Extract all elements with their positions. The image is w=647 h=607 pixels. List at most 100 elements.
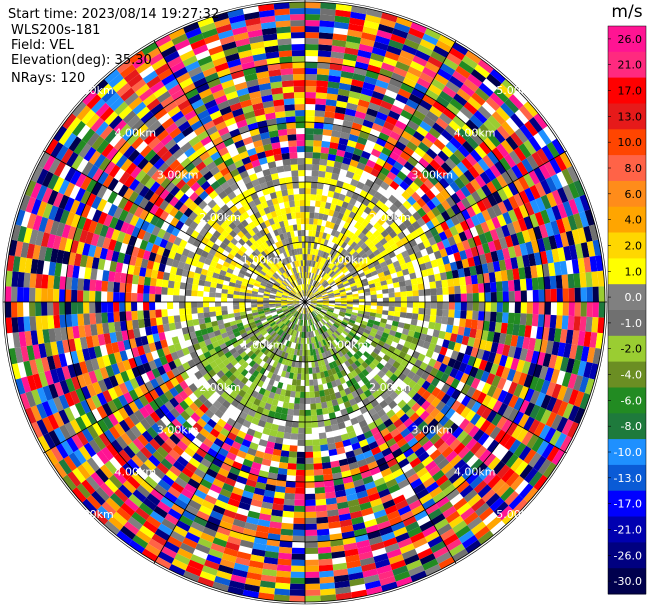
velocity-gate [292,535,305,542]
velocity-gate [580,346,590,362]
velocity-gate [5,302,12,318]
velocity-gate [372,204,381,214]
velocity-gate [390,428,401,438]
velocity-gate [263,293,270,297]
velocity-gate [382,354,391,362]
velocity-gate [401,345,410,354]
velocity-gate [282,293,289,297]
velocity-gate [290,390,296,398]
velocity-gate [23,287,30,302]
velocity-gate [317,276,322,282]
velocity-gate [233,287,241,292]
velocity-gate [44,247,53,262]
velocity-gate [326,343,332,351]
velocity-gate [484,168,497,182]
velocity-gate [320,371,326,379]
velocity-gate [309,218,314,225]
velocity-gate [431,513,446,526]
velocity-gate [343,542,358,551]
velocity-gate [359,501,372,511]
velocity-gate [274,222,281,230]
velocity-gate [392,336,401,344]
velocity-gate [68,452,82,468]
velocity-gate [299,331,302,338]
velocity-gate [326,268,332,274]
velocity-gate [286,365,292,373]
velocity-gate [262,257,269,264]
velocity-gate [442,302,449,310]
velocity-gate [364,518,378,528]
velocity-gate [341,299,347,302]
velocity-gate [395,61,410,72]
velocity-gate [64,197,75,212]
velocity-gate [272,273,279,280]
velocity-gate [318,341,323,348]
velocity-gate [236,551,252,561]
velocity-gate [320,310,327,314]
velocity-gate [239,291,246,296]
velocity-gate [212,230,222,239]
velocity-gate [36,387,48,404]
velocity-gate [505,453,519,469]
velocity-gate [113,385,124,398]
velocity-gate [294,499,305,506]
velocity-gate [350,11,367,21]
velocity-gate [29,287,36,302]
velocity-gate [452,426,464,439]
velocity-gate [331,360,338,368]
velocity-gate [270,223,277,231]
velocity-gate [305,427,312,434]
velocity-gate [305,290,307,296]
velocity-gate [400,333,408,341]
velocity-gate [364,238,372,246]
velocity-gate [185,60,201,73]
velocity-gate [333,191,341,200]
velocity-gate [197,483,210,495]
velocity-gate [335,218,342,226]
velocity-gate [356,55,371,65]
velocity-gate [470,149,483,163]
velocity-gate [406,398,417,409]
velocity-gate [152,450,165,463]
velocity-gate [41,288,48,302]
velocity-gate [179,380,189,391]
velocity-gate [277,350,283,357]
velocity-gate [340,525,354,534]
velocity-gate [209,287,217,293]
velocity-gate [221,366,230,375]
velocity-gate [81,479,96,495]
velocity-gate [211,382,221,392]
velocity-gate [322,306,329,310]
velocity-gate [159,355,168,366]
velocity-gate [113,292,120,302]
velocity-gate [99,106,115,122]
velocity-gate [108,73,124,88]
velocity-gate [209,83,224,94]
velocity-gate [559,152,573,169]
velocity-gate [221,79,235,90]
velocity-gate [371,412,381,422]
velocity-gate [198,403,209,414]
velocity-gate [458,418,470,431]
velocity-gate [332,33,348,42]
velocity-gate [470,178,482,191]
velocity-gate [209,166,220,176]
velocity-gate [282,318,288,324]
velocity-gate [412,130,425,142]
velocity-gate [285,327,290,334]
velocity-gate [312,445,321,452]
velocity-gate [79,336,88,350]
velocity-gate [272,333,279,340]
velocity-gate [358,298,365,302]
velocity-gate [321,377,327,385]
velocity-gate [424,61,440,74]
velocity-gate [419,493,433,505]
velocity-gate [128,178,140,191]
velocity-gate [421,137,434,149]
velocity-gate [579,392,591,410]
velocity-gate [291,274,296,281]
velocity-gate [132,153,145,167]
velocity-gate [423,414,435,425]
velocity-gate [193,468,206,479]
velocity-gate [162,248,171,258]
